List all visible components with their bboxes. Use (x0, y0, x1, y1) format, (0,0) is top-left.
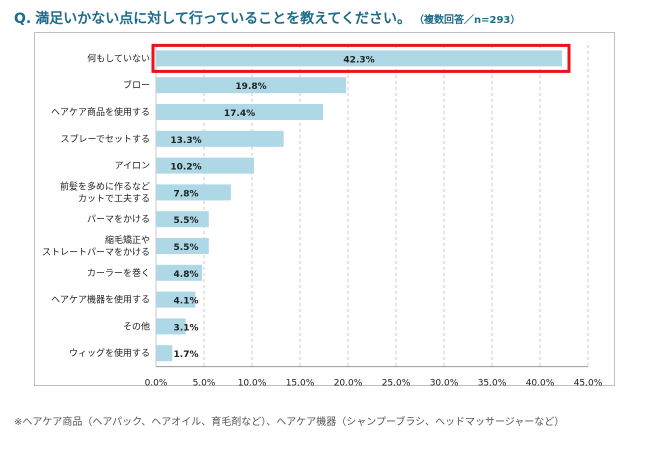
data-label: 5.5% (174, 243, 199, 253)
category-label: ヘアケア機器を使用する (51, 294, 150, 306)
footnote: ※ヘアケア商品（ヘアパック、ヘアオイル、育毛剤など）、ヘアケア機器（シャンプーブ… (14, 417, 565, 428)
x-tick-label: 30.0% (430, 379, 459, 389)
x-tick-label: 40.0% (526, 379, 555, 389)
question-text: 満足いかない点に対して行っていることを教えてください。 (35, 11, 411, 27)
data-label: 19.8% (235, 82, 266, 92)
category-label: 前髪を多めに作るなどカットで工夫する (60, 180, 150, 204)
data-label: 4.8% (174, 270, 199, 280)
data-label: 13.3% (170, 136, 201, 146)
bar (156, 184, 231, 201)
data-label: 42.3% (343, 55, 374, 65)
x-tick-label: 15.0% (286, 379, 315, 389)
category-label: ヘアケア商品を使用する (51, 106, 150, 118)
data-label: 3.1% (174, 323, 199, 333)
category-label: ウィッグを使用する (69, 347, 150, 359)
x-tick-label: 25.0% (382, 379, 411, 389)
x-tick-label: 45.0% (574, 379, 603, 389)
x-tick-label: 35.0% (478, 379, 507, 389)
bar (156, 130, 284, 147)
bar (156, 157, 254, 174)
bar (156, 291, 196, 308)
data-label: 17.4% (224, 109, 255, 119)
x-tick-label: 10.0% (238, 379, 267, 389)
chart-frame (34, 32, 615, 386)
category-label: その他 (123, 320, 150, 332)
data-label: 5.5% (174, 216, 199, 226)
question-number: Q. (14, 11, 32, 27)
sample-note: （複数回答／n=293） (419, 15, 521, 26)
category-label: スプレーでセットする (61, 134, 150, 145)
x-tick-label: 5.0% (193, 379, 216, 389)
category-label: パーマをかける (87, 214, 150, 225)
category-label: アイロン (114, 162, 150, 172)
category-label: カーラーを巻く (87, 267, 150, 279)
bar (156, 211, 209, 228)
bar (156, 345, 173, 362)
bar (156, 50, 563, 67)
x-tick-label: 0.0% (145, 379, 168, 389)
bar (156, 104, 324, 120)
category-label: ブロー (123, 79, 150, 91)
bar (156, 264, 203, 281)
data-label: 1.7% (174, 350, 199, 360)
data-label: 10.2% (170, 163, 201, 173)
highlight-box (151, 43, 571, 73)
data-label: 7.8% (174, 189, 199, 199)
x-tick-label: 20.0% (334, 379, 363, 389)
chart-title: Q. 満足いかない点に対して行っていることを教えてください。 （複数回答／n=293… (14, 8, 520, 28)
bar (156, 77, 347, 94)
bar (156, 318, 186, 335)
category-label: 縮毛矯正やストレートパーマをかける (42, 234, 150, 258)
bar (156, 238, 209, 254)
data-label: 4.1% (174, 297, 199, 307)
category-label: 何もしていない (87, 52, 150, 64)
